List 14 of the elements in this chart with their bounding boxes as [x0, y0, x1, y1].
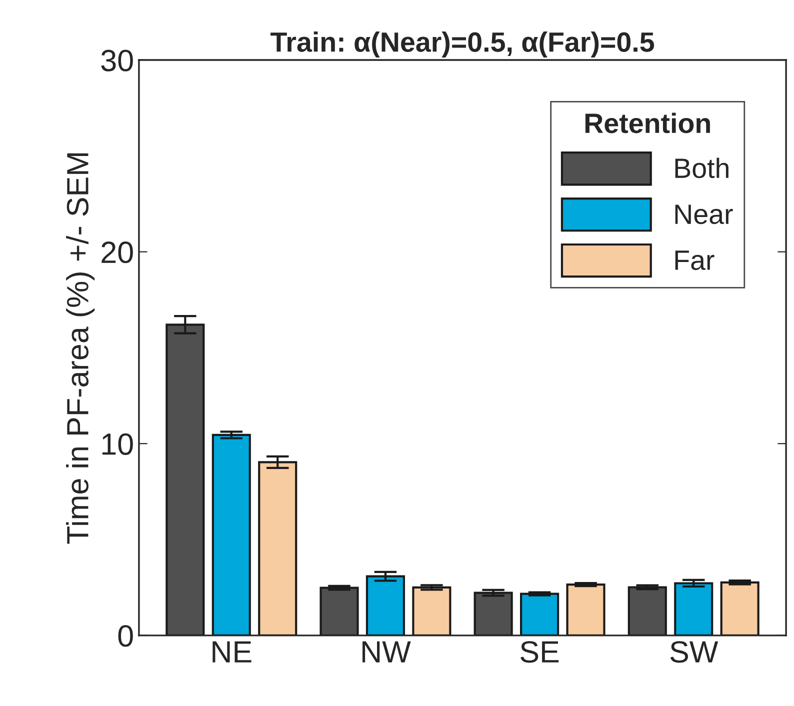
x-tick-label: NW	[362, 641, 411, 662]
legend-label: Both	[675, 158, 728, 178]
legend-label: Far	[675, 250, 714, 270]
chart-title: Train: α(Near)=0.5, α(Far)=0.5	[270, 32, 654, 58]
legend-title: Retention	[585, 112, 710, 134]
x-tick-label: SW	[670, 641, 718, 663]
y-tick-label: 10	[102, 433, 133, 455]
y-axis-title: Time in PF-area (%) +/- SEM	[66, 153, 95, 544]
y-tick-label: 0	[118, 625, 133, 647]
x-tick-label: NE	[212, 641, 252, 662]
y-tick-label: 20	[102, 242, 133, 264]
legend-label: Near	[675, 204, 733, 224]
y-tick-label: 30	[101, 50, 133, 72]
x-tick-label: SE	[520, 641, 559, 663]
